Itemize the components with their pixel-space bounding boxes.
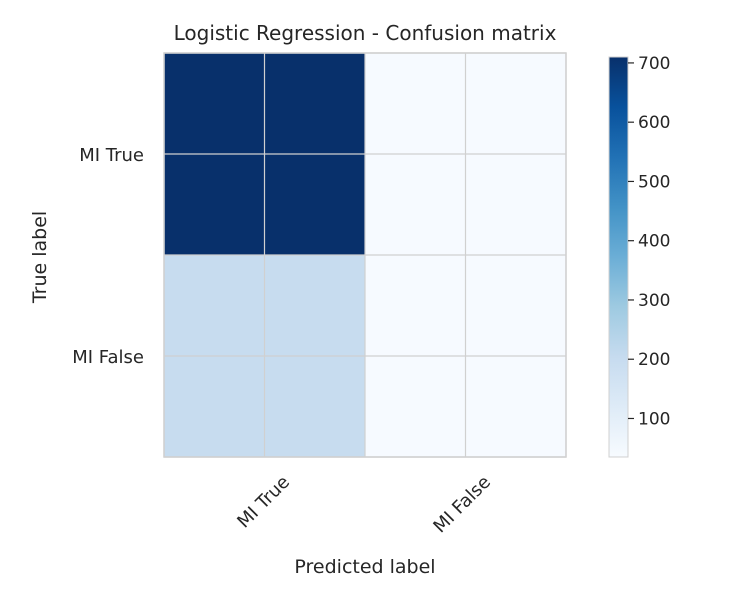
colorbar-tick-label: 500 (638, 172, 670, 192)
y-tick-labels: MI True MI False (72, 145, 144, 368)
matrix-frame (163, 52, 567, 458)
x-axis-label: Predicted label (294, 556, 435, 578)
colorbar: 100 200 300 400 500 600 700 (608, 54, 670, 458)
colorbar-tick-label: 700 (638, 54, 670, 74)
colorbar-tick-label: 600 (638, 113, 670, 133)
chart-title: Logistic Regression - Confusion matrix (174, 21, 557, 45)
colorbar-tick-label: 400 (638, 232, 670, 252)
y-axis-label: True label (29, 211, 51, 304)
colorbar-tick-label: 200 (638, 350, 670, 370)
y-tick-label: MI True (79, 145, 144, 166)
x-tick-labels: MI True MI False (233, 472, 495, 538)
y-tick-label: MI False (72, 347, 144, 368)
colorbar-tick-label: 100 (638, 409, 670, 429)
colorbar-gradient (608, 56, 629, 458)
colorbar-tick-label: 300 (638, 291, 670, 311)
x-tick-label: MI True (233, 472, 294, 533)
x-tick-label: MI False (429, 472, 495, 538)
